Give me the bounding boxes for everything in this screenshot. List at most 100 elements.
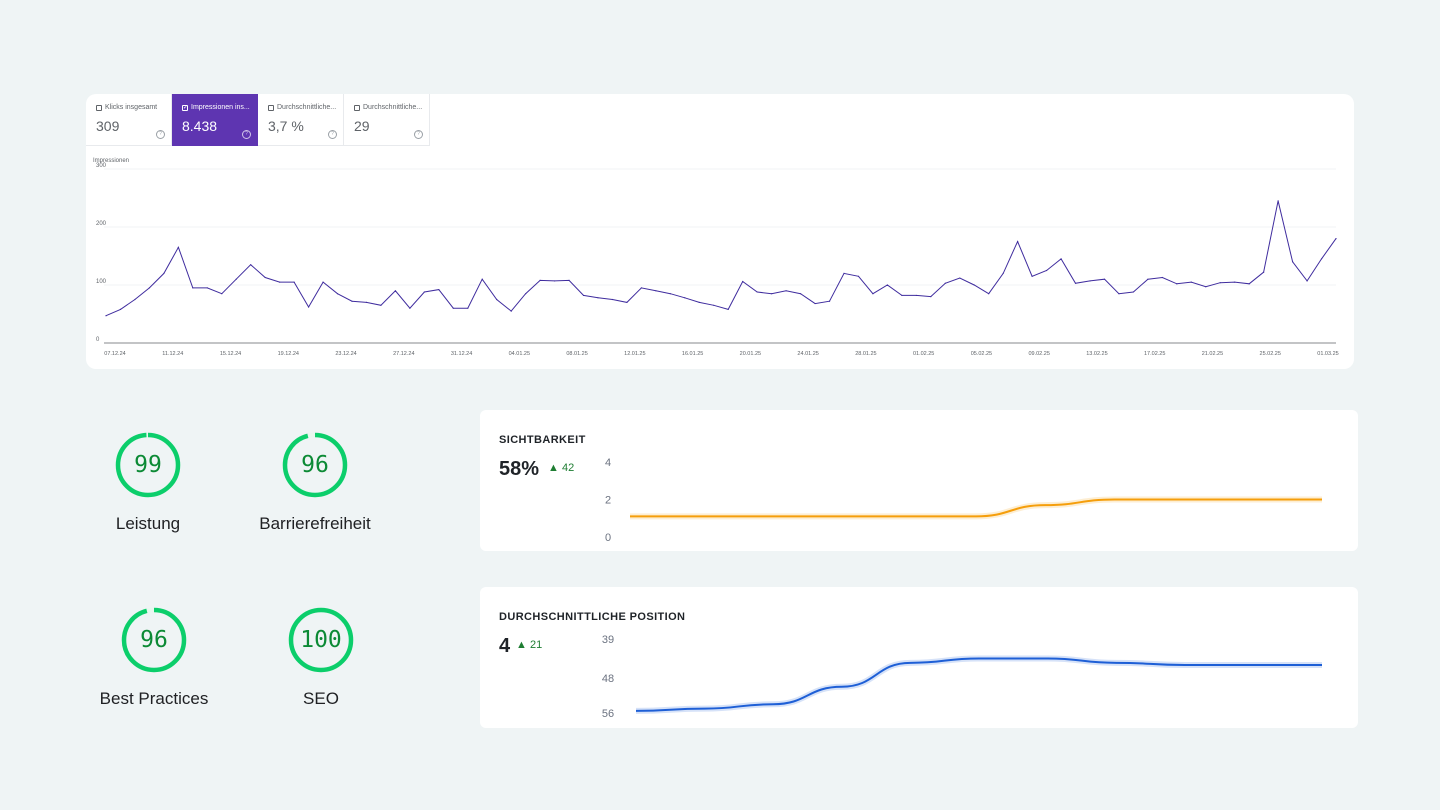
data-point [988,293,990,295]
y-tick-label: 56 [602,708,614,720]
data-point [1118,293,1120,295]
help-icon[interactable]: ? [156,130,165,139]
checkbox-icon[interactable] [354,104,360,111]
help-icon[interactable]: ? [328,130,337,139]
data-point [250,264,252,266]
checkbox-checked-icon[interactable]: ✓ [182,104,189,111]
score-label: Barrierefreiheit [259,514,371,533]
y-tick-label: 2 [605,495,611,507]
data-point [1074,282,1077,284]
data-point [1045,269,1048,272]
avg-position-value: 4 [499,635,511,657]
y-tick-label: 39 [602,634,614,646]
x-tick-label: 05.02.25 [971,351,992,357]
score-ring: 96 [121,607,187,673]
data-point [1002,272,1004,274]
data-point [886,284,889,286]
data-point [1263,271,1265,273]
data-point [1103,278,1106,280]
data-point [105,315,107,317]
data-point [206,287,208,289]
checkbox-icon[interactable] [96,104,102,111]
score-value: 96 [140,627,168,653]
metric-value: 3,7 % [268,118,304,134]
checkbox-icon[interactable] [268,104,274,111]
data-point [235,278,237,280]
data-point [756,291,758,293]
data-point [539,279,541,281]
data-point [409,307,411,309]
metric-tab-clicks[interactable]: Klicks insgesamt 309 ? [86,94,172,146]
y-tick-label: 100 [96,279,107,285]
data-point [872,293,874,295]
score-value: 96 [301,452,329,478]
data-point [1320,258,1323,260]
trend-up-icon: ▲ [548,462,559,474]
data-point [857,275,860,277]
data-point [467,307,469,309]
help-icon[interactable]: ? [414,130,423,139]
score-performance: 99 Leistung [68,432,228,534]
score-ring: 100 [288,607,354,673]
data-point [1234,281,1236,283]
data-point [177,246,179,248]
x-tick-label: 07.12.24 [104,351,125,357]
data-point [1219,282,1221,284]
y-tick-label: 200 [96,221,107,227]
score-seo: 100 SEO [241,607,401,709]
data-point [1306,280,1308,282]
data-point [698,301,700,303]
data-point [1147,278,1149,280]
score-ring: 96 [282,432,348,498]
x-tick-label: 04.01.25 [509,351,530,357]
gauge-ring-icon [115,432,181,498]
x-tick-label: 09.02.25 [1028,351,1049,357]
series-glow [635,655,1322,714]
x-tick-label: 23.12.24 [335,351,356,357]
data-point [1176,283,1178,285]
score-label: SEO [303,689,339,708]
score-label: Leistung [115,514,181,533]
data-point [901,294,903,297]
data-point [959,277,961,279]
data-point [611,298,614,301]
impressions-series-line [105,200,1337,317]
x-tick-label: 31.12.24 [451,351,472,357]
visibility-delta: 42 [561,462,575,474]
data-point [1277,200,1279,202]
data-point [742,280,744,283]
x-tick-label: 24.01.25 [797,351,818,357]
data-point [814,302,816,305]
score-best-practices: 96 Best Practices [74,607,234,709]
data-point [640,287,643,289]
y-tick-label: 48 [602,673,614,685]
gauge-ring-icon [282,432,348,498]
data-point [843,272,845,274]
x-tick-label: 27.12.24 [393,351,414,357]
data-point [496,298,498,301]
metric-tab-ctr[interactable]: Durchschnittliche... 3,7 % ? [258,94,344,146]
score-value: 100 [300,627,342,653]
data-point [221,293,223,295]
x-tick-label: 01.03.25 [1317,351,1338,357]
data-point [915,294,917,297]
card-title: SICHTBARKEIT [499,434,586,446]
data-point [799,293,802,295]
x-tick-label: 15.12.24 [220,351,241,357]
gauge-ring-icon [121,607,187,673]
y-tick-label: 0 [96,337,100,343]
data-point [134,298,136,301]
help-icon[interactable]: ? [242,130,251,139]
data-point [944,282,946,284]
y-tick-label: 0 [605,532,611,544]
data-point [264,276,266,279]
data-point [1089,280,1091,282]
data-point [525,293,527,295]
data-point [1132,291,1135,293]
metric-tab-position[interactable]: Durchschnittliche... 29 ? [344,94,430,146]
x-tick-label: 17.02.25 [1144,351,1165,357]
metric-tab-impressions[interactable]: ✓ Impressionen ins... 8.438 ? [172,94,258,146]
impressions-chart: Impressionen 0 100 200 300 07.12.24 11.12.24 15… [93,158,1339,357]
data-point [727,308,729,310]
data-point [438,289,440,291]
